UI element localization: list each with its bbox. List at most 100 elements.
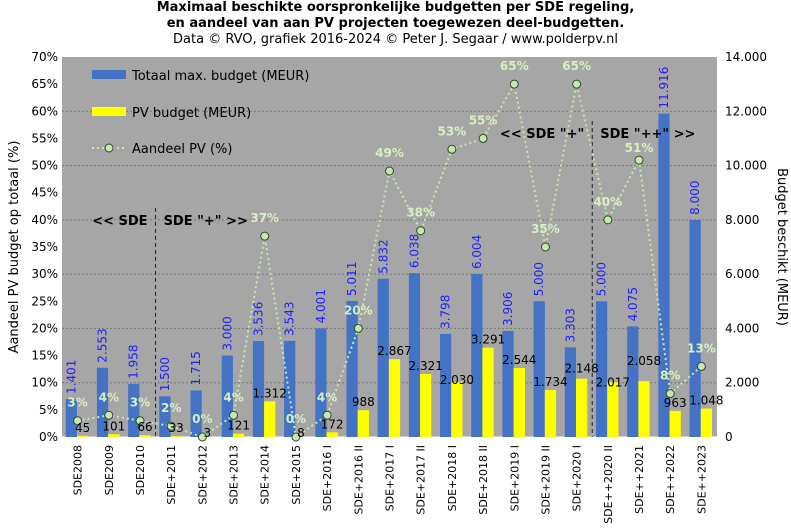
label-group: 37%	[250, 211, 279, 225]
bar-pv-label: 3	[204, 426, 212, 440]
bar-total	[159, 396, 171, 437]
bar-total-label: 6.004	[470, 235, 484, 269]
line-point-label: 65%	[562, 59, 591, 73]
bar-pv-label: 8	[297, 426, 305, 440]
bar-total-label: 5.832	[376, 239, 390, 273]
x-tick-label: SDE++2022	[664, 445, 677, 514]
line-point	[229, 410, 239, 420]
line-point-label: 35%	[531, 222, 560, 236]
line-point	[416, 226, 426, 236]
line-point-label: 55%	[469, 113, 498, 127]
label-group: 2%	[161, 401, 181, 415]
bar-pv	[638, 381, 650, 437]
line-point	[696, 361, 706, 371]
label-group: 35%	[531, 222, 560, 236]
label-group: 4%	[317, 390, 337, 404]
legend-swatch-total	[92, 70, 126, 79]
line-point	[540, 242, 550, 252]
label-group: 2.030	[440, 373, 474, 387]
bar-total-label: 5.011	[345, 262, 359, 296]
chart-subtitle: Data © RVO, grafiek 2016-2024 © Peter J.…	[173, 32, 618, 47]
line-point-label: 38%	[406, 206, 435, 220]
label-group: 2.544	[502, 353, 536, 367]
x-tick-label: SDE2008	[72, 445, 85, 495]
label-group: 3%	[130, 396, 150, 410]
line-point-label: 3%	[130, 396, 150, 410]
label-group: 1.401	[64, 360, 78, 394]
label-group: 55%	[469, 113, 498, 127]
label-group: 4.001	[314, 289, 328, 323]
bar-pv	[700, 408, 713, 437]
x-tick-label: SDE2009	[103, 445, 116, 495]
line-point	[135, 416, 145, 426]
x-tick-label: SDE+2013	[228, 445, 241, 505]
label-group: 33	[169, 421, 184, 435]
bar-total	[564, 347, 577, 437]
bar-total	[533, 301, 545, 437]
bar-total-label: 1.715	[189, 351, 203, 385]
y2-tick-label: 10.000	[725, 159, 767, 173]
legend-swatch-pv	[92, 107, 126, 116]
label-group: 3	[204, 426, 212, 440]
bar-total-label: 8.000	[688, 180, 702, 214]
bar-pv-label: 33	[169, 421, 184, 435]
legend-label-total: Totaal max. budget (MEUR)	[131, 69, 309, 84]
y-tick-label: 5%	[39, 403, 58, 417]
bar-total	[315, 328, 327, 437]
line-point	[166, 421, 176, 431]
chart-title-line-2: en aandeel van aan PV projecten toegewez…	[166, 16, 625, 31]
x-tick-label: SDE++2023	[695, 445, 708, 514]
label-group: 1.734	[533, 375, 567, 389]
label-group: 8	[297, 426, 305, 440]
label-group: 2.867	[377, 344, 411, 358]
y2-axis-label: Budget beschikt (MEUR)	[774, 168, 789, 326]
label-group: 66	[137, 420, 152, 434]
bar-pv-label: 2.867	[377, 344, 411, 358]
line-point	[478, 133, 488, 143]
bar-total-label: 6.038	[407, 234, 421, 268]
y-tick-label: 55%	[31, 131, 58, 145]
x-tick-label: SDE+2011	[165, 445, 178, 505]
bar-pv	[576, 378, 588, 437]
bar-pv-label: 1.312	[253, 386, 287, 400]
label-group: 5.000	[595, 262, 609, 296]
bar-total	[252, 341, 265, 437]
x-tick-label: SDE+2020 I	[571, 445, 584, 511]
line-point-label: 2%	[161, 401, 181, 415]
bar-total	[658, 113, 670, 438]
bar-total-label: 3.536	[252, 302, 266, 336]
bar-pv	[357, 410, 369, 437]
x-tick-label: SDE+2017 I	[384, 445, 397, 511]
x-tick-label: SDE2010	[134, 445, 147, 495]
label-group: 49%	[375, 146, 404, 160]
line-point-label: 4%	[223, 390, 243, 404]
bar-pv	[76, 435, 89, 437]
line-point	[104, 410, 114, 420]
label-group: 1.048	[689, 394, 723, 408]
y2-tick-label: 4.000	[725, 321, 759, 335]
label-group: 0%	[192, 412, 212, 426]
label-group: 2.553	[96, 328, 110, 362]
y-tick-label: 70%	[31, 50, 58, 64]
label-group: 11.916	[657, 67, 671, 109]
label-group: 53%	[438, 124, 467, 138]
bar-pv	[108, 434, 120, 437]
x-tick-label: SDE+2019 II	[539, 445, 552, 515]
bar-pv	[544, 389, 557, 437]
bar-pv-label: 2.058	[627, 354, 661, 368]
label-group: 3%	[67, 396, 87, 410]
bar-pv	[388, 359, 401, 437]
x-tick-label: SDE+2017 II	[415, 445, 428, 515]
line-point	[73, 416, 83, 426]
y-tick-label: 45%	[31, 186, 58, 200]
y-tick-label: 35%	[31, 240, 58, 254]
line-point-label: 20%	[344, 303, 373, 317]
annotation: << SDE	[92, 214, 147, 229]
bar-total-label: 2.553	[96, 328, 110, 362]
line-point-label: 49%	[375, 146, 404, 160]
line-point	[260, 231, 270, 241]
label-group: 1.958	[127, 344, 141, 378]
bar-total	[377, 278, 389, 437]
label-group: 1.715	[189, 351, 203, 385]
